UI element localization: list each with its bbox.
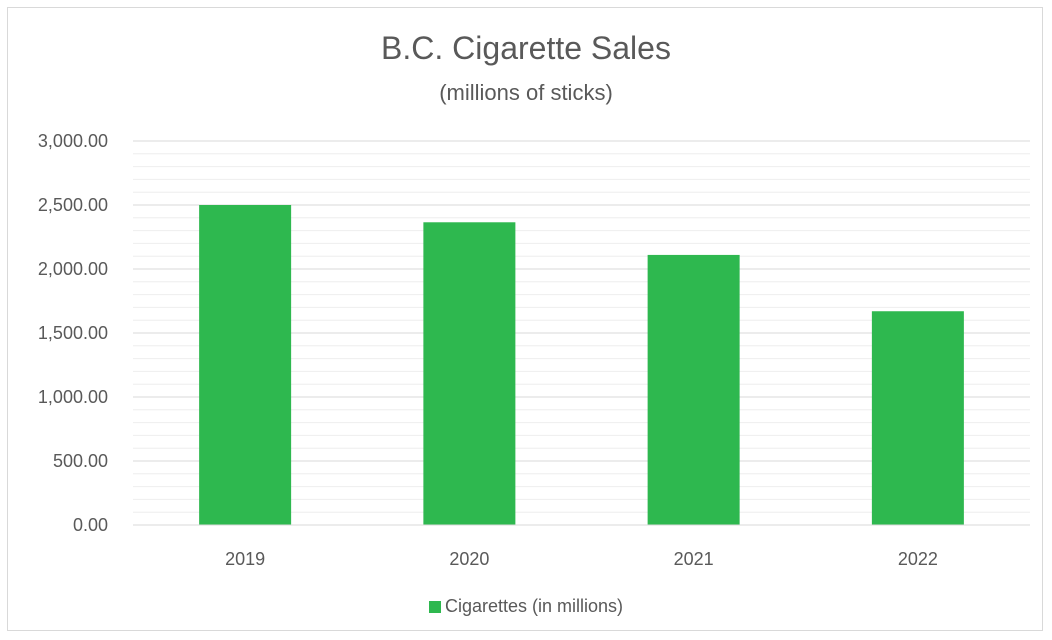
chart-title: B.C. Cigarette Sales xyxy=(381,30,671,66)
bars xyxy=(199,205,964,526)
y-axis-tick-labels: 0.00 500.00 1,000.00 1,500.00 2,000.00 2,500.… xyxy=(38,131,108,535)
y-tick-label: 3,000.00 xyxy=(38,131,108,151)
x-tick-label: 2021 xyxy=(674,549,714,569)
x-tick-label: 2022 xyxy=(898,549,938,569)
legend-swatch xyxy=(428,601,441,613)
chart-frame xyxy=(7,7,1043,631)
x-tick-label: 2019 xyxy=(225,549,265,569)
y-tick-label: 2,000.00 xyxy=(38,259,108,279)
legend-label: Cigarettes (in millions) xyxy=(444,596,624,616)
bar-2021 xyxy=(647,254,740,526)
x-axis-tick-labels: 2019 2020 2021 2022 xyxy=(225,549,938,569)
y-tick-label: 0.00 xyxy=(73,515,108,535)
y-tick-label: 1,500.00 xyxy=(38,323,108,343)
bar-2019 xyxy=(199,205,292,525)
legend: Cigarettes (in millions) xyxy=(0,596,1052,617)
y-tick-label: 2,500.00 xyxy=(38,195,108,215)
x-tick-label: 2020 xyxy=(449,549,489,569)
y-tick-label: 500.00 xyxy=(53,451,108,471)
bar-2022 xyxy=(871,311,964,525)
y-tick-label: 1,000.00 xyxy=(38,387,108,407)
chart-subtitle: (millions of sticks) xyxy=(439,80,613,105)
bar-2020 xyxy=(423,222,516,525)
